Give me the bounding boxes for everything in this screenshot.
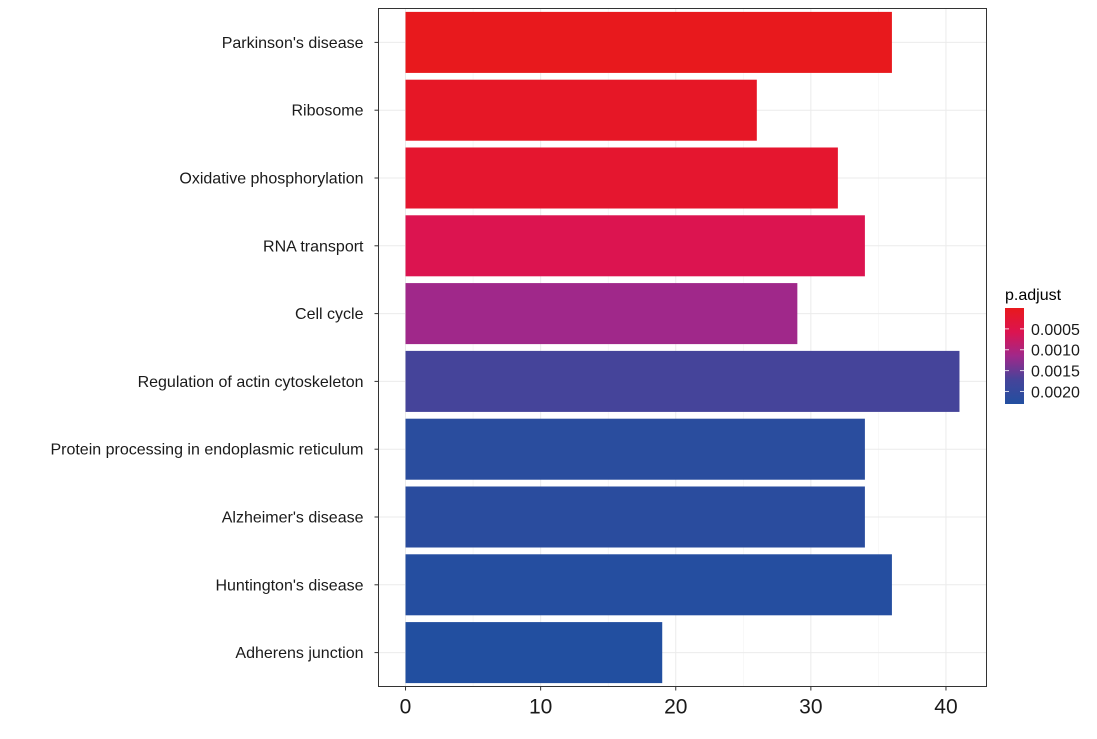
- legend-tick-label: 0.0005: [1031, 322, 1080, 339]
- x-tick-label: 30: [799, 696, 822, 719]
- bar: [405, 147, 838, 209]
- legend-colorbar: [1005, 308, 1024, 404]
- x-tick-label: 10: [529, 696, 552, 719]
- y-tick-label: Huntington's disease: [215, 577, 363, 594]
- y-tick-label: RNA transport: [263, 238, 364, 255]
- bar: [405, 622, 663, 684]
- x-tick-label: 20: [664, 696, 687, 719]
- plot-panel-border: [378, 8, 987, 687]
- x-tick-label: 0: [400, 696, 412, 719]
- y-tick-label: Alzheimer's disease: [222, 510, 364, 527]
- legend-title: p.adjust: [1005, 287, 1062, 304]
- x-tick-label: 40: [934, 696, 957, 719]
- bar: [405, 350, 960, 412]
- bar: [405, 418, 865, 480]
- bar: [405, 554, 892, 616]
- y-tick-label: Cell cycle: [295, 306, 364, 323]
- x-axis-labels: 0 10 20 30 40: [400, 686, 958, 719]
- legend-tick-label: 0.0010: [1031, 343, 1080, 360]
- bar: [405, 11, 892, 73]
- y-tick-label: Parkinson's disease: [222, 35, 364, 52]
- legend-tick-label: 0.0020: [1031, 384, 1080, 401]
- y-tick-label: Protein processing in endoplasmic reticu…: [50, 442, 363, 459]
- bar: [405, 486, 865, 548]
- y-axis-labels: Parkinson's disease Ribosome Oxidative pho…: [50, 35, 379, 662]
- legend: p.adjust 0.0005 0.0010 0.0015 0.0020: [1005, 287, 1080, 404]
- bar: [405, 79, 757, 141]
- legend-tick-label: 0.0015: [1031, 364, 1080, 381]
- bar: [405, 215, 865, 277]
- bars: [405, 11, 960, 684]
- y-tick-label: Adherens junction: [235, 645, 363, 662]
- y-tick-label: Ribosome: [291, 103, 363, 120]
- y-tick-label: Oxidative phosphorylation: [179, 171, 363, 188]
- bar: [405, 283, 798, 345]
- y-tick-label: Regulation of actin cytoskeleton: [138, 374, 364, 391]
